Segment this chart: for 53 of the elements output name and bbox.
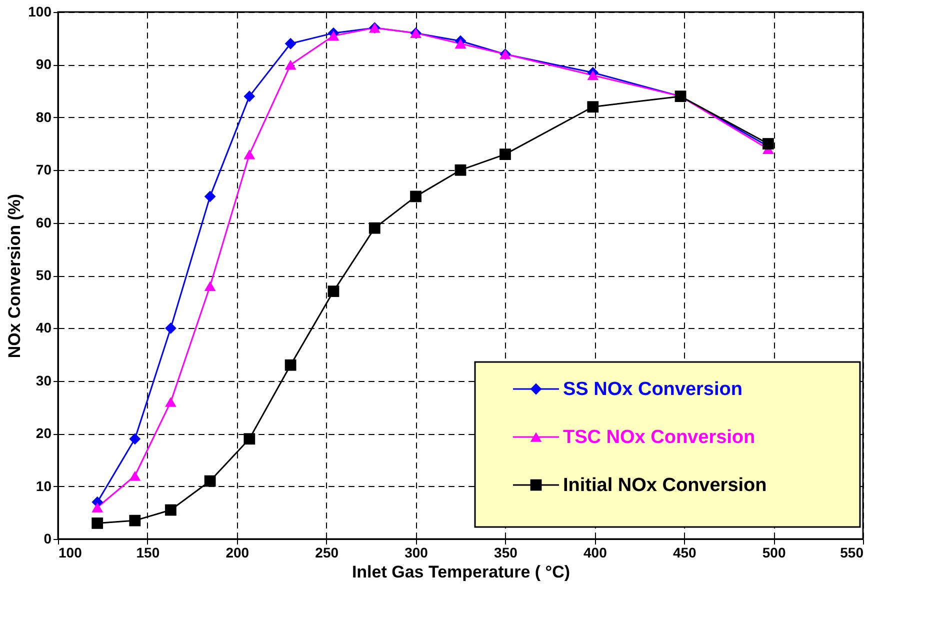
point [410, 190, 422, 202]
y-axis-title: NOx Conversion (%) [5, 194, 24, 358]
point [129, 470, 141, 481]
point [92, 502, 104, 512]
point [454, 38, 466, 49]
y-tick-label: 30 [36, 372, 52, 388]
point [244, 149, 256, 160]
point [587, 101, 599, 113]
y-tick-label: 100 [28, 4, 52, 20]
point [165, 322, 176, 334]
x-tick-label: 250 [315, 544, 339, 560]
legend-label: Initial NOx Conversion [563, 475, 767, 496]
point [328, 30, 340, 41]
y-tick-label: 50 [36, 267, 52, 283]
point [129, 514, 141, 526]
x-tick-label: 500 [762, 544, 786, 560]
y-tick-label: 60 [36, 214, 52, 230]
y-tick-label: 20 [36, 425, 52, 442]
point [204, 475, 216, 487]
y-tick-label: 80 [36, 108, 52, 125]
y-tick-label: 0 [44, 530, 52, 546]
x-tick-label: 400 [583, 544, 608, 560]
x-tick-label: 300 [404, 544, 428, 560]
point [92, 517, 104, 529]
point [368, 222, 380, 234]
point [204, 281, 216, 291]
point [587, 70, 599, 80]
point [284, 38, 296, 50]
x-tick-label: 100 [58, 544, 82, 560]
y-tick-label: 90 [36, 56, 52, 72]
point [165, 397, 176, 407]
point [244, 433, 256, 445]
point [165, 504, 176, 516]
y-tick-label: 10 [36, 478, 52, 494]
point [204, 190, 216, 202]
point [454, 164, 466, 176]
x-tick-label: 200 [226, 544, 250, 560]
x-tick-label: 350 [494, 544, 518, 560]
x-tick-label: 150 [136, 544, 160, 560]
point [284, 60, 296, 70]
legend-label: TSC NOx Conversion [563, 427, 756, 448]
point [500, 148, 511, 160]
point [328, 286, 340, 298]
point [284, 359, 296, 371]
point [762, 138, 774, 150]
y-tick-label: 70 [36, 162, 52, 178]
point [129, 433, 141, 445]
legend-label: SS NOx Conversion [563, 379, 742, 400]
y-tick-label: 40 [36, 320, 52, 336]
x-axis-title: Inlet Gas Temperature ( °C) [352, 562, 570, 582]
x-tick-label: 550 [840, 544, 864, 560]
point [244, 90, 256, 102]
x-tick-label: 450 [672, 544, 697, 560]
